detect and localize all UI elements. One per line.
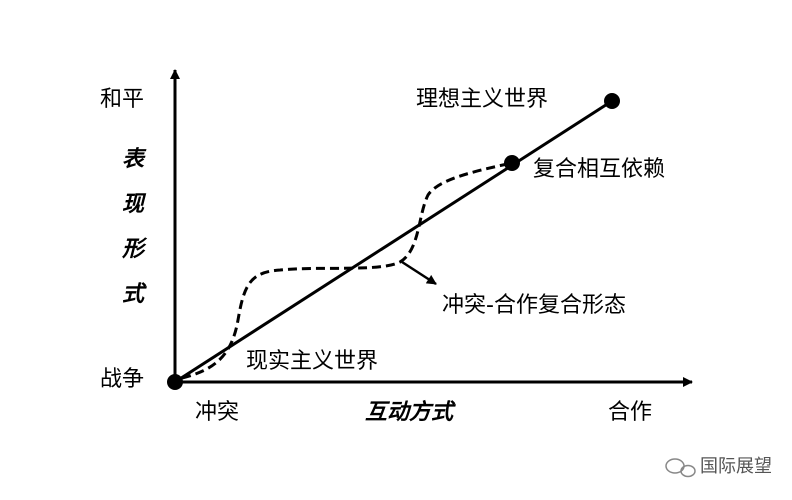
x-right-label: 合作 bbox=[608, 400, 652, 425]
origin-dot bbox=[167, 374, 183, 390]
y-title: 形 bbox=[121, 237, 148, 262]
ideal-dot bbox=[604, 93, 620, 109]
point-label: 理想主义世界 bbox=[416, 87, 548, 112]
pointer-arrow bbox=[401, 260, 437, 286]
dashed-curve bbox=[181, 161, 513, 380]
y-bottom-label: 战争 bbox=[100, 367, 144, 392]
point-label: 现实主义世界 bbox=[246, 349, 378, 374]
x-left-label: 冲突 bbox=[195, 400, 239, 425]
y-title: 式 bbox=[122, 282, 147, 307]
point-label: 复合相互依赖 bbox=[533, 157, 665, 182]
curve-label: 冲突-合作复合形态 bbox=[442, 293, 626, 318]
y-title: 现 bbox=[122, 192, 147, 217]
complex-dot bbox=[504, 155, 520, 171]
watermark: 国际展望 bbox=[700, 456, 772, 477]
watermark-icon bbox=[665, 458, 696, 478]
y-title: 表 bbox=[122, 147, 147, 172]
trend-line bbox=[174, 99, 613, 384]
x-title: 互动方式 bbox=[365, 399, 456, 425]
y-top-label: 和平 bbox=[100, 87, 144, 112]
